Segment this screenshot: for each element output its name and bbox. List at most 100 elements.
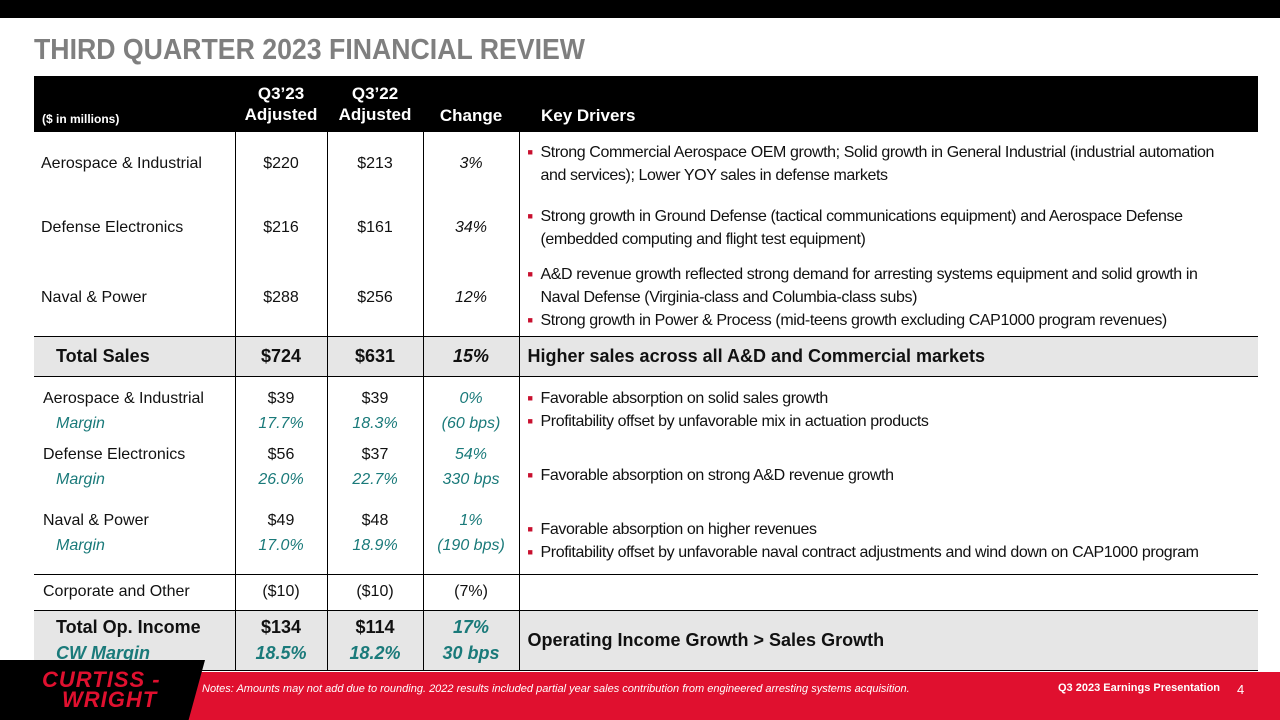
table-row: Naval & Power $288 $256 12% ■ A&D revenue… <box>34 260 1258 336</box>
corporate-drivers <box>518 573 1258 610</box>
segment-name: Naval & Power <box>41 288 147 306</box>
logo-line2: WRIGHT <box>62 687 158 712</box>
q3-23-cell: $39 17.7% <box>234 376 327 442</box>
change-value: 0% <box>459 389 483 407</box>
key-drivers: ■ A&D revenue growth reflected strong dem… <box>518 260 1258 336</box>
change-margin: (190 bps) <box>437 537 505 554</box>
change-margin: 330 bps <box>442 471 500 488</box>
cw-margin-label: CW Margin <box>56 643 150 663</box>
driver-text: Favorable absorption on strong A&D reven… <box>540 466 894 484</box>
key-drivers: ■ Strong growth in Ground Defense (tactic… <box>518 196 1258 260</box>
total-op-q3-23-cell: $134 18.5% <box>234 609 327 671</box>
table-row: Defense Electronics $216 $161 34% ■ Stron… <box>34 196 1258 260</box>
q3-23-value: $39 <box>267 389 295 407</box>
bullet-icon: ■ <box>527 315 533 326</box>
change-cell: 1% (190 bps) <box>422 508 519 574</box>
page-number: 4 <box>1237 682 1245 697</box>
q3-23-margin: 26.0% <box>258 471 304 488</box>
q3-22-margin: 22.7% <box>352 471 398 488</box>
total-sales-q3-23: $724 <box>234 335 327 377</box>
total-op-q3-22-cell: $114 18.2% <box>326 609 423 671</box>
bullet-icon: ■ <box>527 269 533 280</box>
margin-label: Margin <box>56 537 105 554</box>
bullet-icon: ■ <box>527 415 533 426</box>
header-q3-23-line2: Adjusted <box>244 105 318 124</box>
top-bar <box>0 0 1280 18</box>
presentation-title: Q3 2023 Earnings Presentation <box>1058 682 1221 694</box>
footer-bar <box>0 672 1280 720</box>
table-row: Aerospace & Industrial $220 $213 3% ■ Str… <box>34 132 1258 196</box>
change-value: 34% <box>422 196 519 260</box>
q3-23-value: $288 <box>234 260 327 336</box>
segment-name: Defense Electronics <box>43 446 186 463</box>
table-row: Naval & Power Margin $49 17.0% $48 18.9%… <box>34 508 1258 574</box>
q3-22-cell: $48 18.9% <box>326 508 423 574</box>
driver-bullet: ■ Favorable absorption on solid sales gro… <box>528 387 1239 410</box>
key-drivers: ■ Favorable absorption on solid sales gro… <box>518 376 1258 442</box>
margin-label: Margin <box>56 414 105 432</box>
total-op-q3-22: $114 <box>355 617 395 637</box>
q3-22-margin: 18.9% <box>352 537 398 554</box>
corporate-change: (7%) <box>422 573 519 610</box>
segment-cell: Aerospace & Industrial Margin <box>34 376 235 442</box>
change-value: 3% <box>422 132 519 196</box>
q3-23-value: $220 <box>234 132 327 196</box>
q3-23-margin: 17.0% <box>258 537 304 554</box>
driver-bullet: ■ Strong growth in Power & Process (mid-t… <box>528 309 1239 332</box>
driver-text: A&D revenue growth reflected strong dema… <box>540 266 1198 307</box>
corporate-label: Corporate and Other <box>34 573 235 610</box>
key-drivers: ■ Strong Commercial Aerospace OEM growth;… <box>518 132 1258 196</box>
driver-bullet: ■ A&D revenue growth reflected strong dem… <box>528 263 1239 309</box>
total-op-driver: Operating Income Growth > Sales Growth <box>518 609 1258 671</box>
q3-22-margin: 18.3% <box>352 414 398 432</box>
header-q3-22: Q3’22 Adjusted <box>327 76 423 132</box>
q3-22-value: $213 <box>326 132 423 196</box>
driver-bullet: ■ Strong Commercial Aerospace OEM growth;… <box>528 141 1239 187</box>
segment-cell: Defense Electronics Margin <box>34 442 235 508</box>
q3-22-cell: $39 18.3% <box>326 376 423 442</box>
bullet-icon: ■ <box>527 392 533 403</box>
total-sales-q3-22: $631 <box>326 335 423 377</box>
segment-name: Aerospace & Industrial <box>41 155 202 172</box>
q3-22-value: $161 <box>326 196 423 260</box>
bullet-icon: ■ <box>527 147 533 157</box>
logo-line1: CURTISS - <box>42 667 161 692</box>
q3-23-value: $216 <box>234 196 327 260</box>
header-key-drivers: Key Drivers <box>519 76 1258 132</box>
change-cell: 0% (60 bps) <box>422 376 519 442</box>
total-sales-row: Total Sales $724 $631 15% Higher sales a… <box>34 335 1258 377</box>
driver-text: Profitability offset by unfavorable nava… <box>540 543 1200 561</box>
total-sales-driver: Higher sales across all A&D and Commerci… <box>518 335 1258 377</box>
bullet-icon: ■ <box>527 546 533 557</box>
change-value: 1% <box>459 512 483 529</box>
segment-name: Defense Electronics <box>41 219 184 236</box>
bullet-icon: ■ <box>527 211 533 221</box>
table-header-row: ($ in millions) Q3’23 Adjusted Q3’22 Adj… <box>34 76 1258 132</box>
header-q3-23-line1: Q3’23 <box>257 84 305 103</box>
q3-23-cell: $49 17.0% <box>234 508 327 574</box>
driver-bullet: ■ Strong growth in Ground Defense (tactic… <box>528 205 1239 251</box>
driver-bullet: ■ Favorable absorption on higher revenues <box>528 518 1239 541</box>
table-row: Aerospace & Industrial Margin $39 17.7% … <box>34 376 1258 442</box>
driver-bullet: ■ Favorable absorption on strong A&D reve… <box>528 464 1239 487</box>
total-op-q3-23: $134 <box>260 617 302 637</box>
q3-22-value: $48 <box>361 512 389 529</box>
header-q3-23: Q3’23 Adjusted <box>235 76 327 132</box>
q3-23-margin: 17.7% <box>258 414 304 432</box>
bullet-icon: ■ <box>527 469 533 480</box>
logo-background <box>0 660 205 720</box>
driver-text: Profitability offset by unfavorable mix … <box>540 412 929 430</box>
q3-23-value: $49 <box>267 512 295 529</box>
corporate-q3-23: ($10) <box>234 573 327 610</box>
change-cell: 54% 330 bps <box>422 442 519 508</box>
total-op-change-cell: 17% 30 bps <box>422 609 519 671</box>
segment-name: Naval & Power <box>43 512 149 529</box>
driver-text: Strong growth in Ground Defense (tactica… <box>540 208 1184 248</box>
driver-bullet: ■ Profitability offset by unfavorable mix… <box>528 410 1239 433</box>
driver-text: Favorable absorption on higher revenues <box>540 520 818 538</box>
financial-table: ($ in millions) Q3’23 Adjusted Q3’22 Adj… <box>34 76 1258 671</box>
total-op-change: 17% <box>452 617 490 637</box>
driver-text: Strong growth in Power & Process (mid-te… <box>540 312 1168 330</box>
segment-name: Aerospace & Industrial <box>43 389 204 407</box>
q3-22-value: $256 <box>326 260 423 336</box>
